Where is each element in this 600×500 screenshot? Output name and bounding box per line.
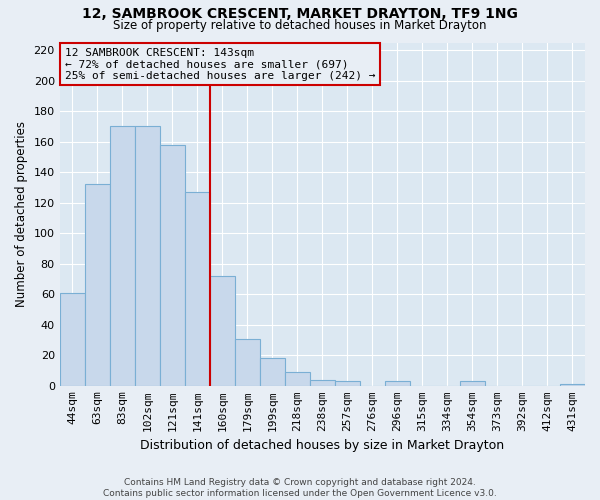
Bar <box>59 292 85 386</box>
X-axis label: Distribution of detached houses by size in Market Drayton: Distribution of detached houses by size … <box>140 440 505 452</box>
Bar <box>260 358 285 386</box>
Bar <box>185 192 210 386</box>
Bar <box>210 276 235 386</box>
Text: 12, SAMBROOK CRESCENT, MARKET DRAYTON, TF9 1NG: 12, SAMBROOK CRESCENT, MARKET DRAYTON, T… <box>82 8 518 22</box>
Y-axis label: Number of detached properties: Number of detached properties <box>15 121 28 307</box>
Bar <box>160 144 185 386</box>
Bar <box>235 338 260 386</box>
Text: 12 SAMBROOK CRESCENT: 143sqm
← 72% of detached houses are smaller (697)
25% of s: 12 SAMBROOK CRESCENT: 143sqm ← 72% of de… <box>65 48 376 81</box>
Bar <box>85 184 110 386</box>
Bar <box>110 126 135 386</box>
Bar <box>385 381 410 386</box>
Bar <box>460 381 485 386</box>
Text: Contains HM Land Registry data © Crown copyright and database right 2024.
Contai: Contains HM Land Registry data © Crown c… <box>103 478 497 498</box>
Bar <box>135 126 160 386</box>
Bar <box>560 384 585 386</box>
Bar <box>310 380 335 386</box>
Bar <box>285 372 310 386</box>
Bar <box>335 381 360 386</box>
Text: Size of property relative to detached houses in Market Drayton: Size of property relative to detached ho… <box>113 19 487 32</box>
